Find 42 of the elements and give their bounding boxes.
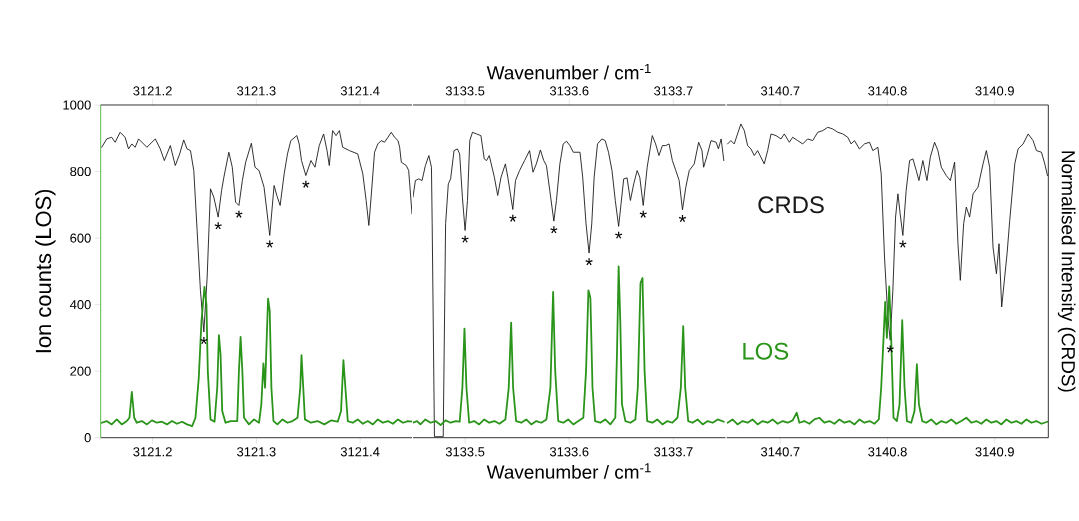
annotation: * [678,215,687,222]
y-tick-label: 0 [84,433,91,443]
x2-tick-label: 3133.7 [654,86,693,96]
x2-tick-label: 3133.5 [445,86,485,96]
x-tick-label: 3121.2 [133,447,172,457]
x-tick-label: 3121.3 [237,447,276,457]
annotation: * [899,240,907,248]
annotation: * [585,258,593,266]
text: LOS [743,342,789,360]
x2-tick-label: 3121.2 [133,86,172,96]
x-axis-title: Wavenumber / cm$^{-1}$ [486,463,651,479]
x-tick-label: 3133.5 [445,447,485,457]
annotation: * [509,214,517,222]
annotation: * [302,180,310,188]
annotation: * [235,210,243,218]
x2-tick-label: 3121.3 [237,86,276,96]
annotation: * [266,240,274,248]
y-tick-label: 800 [70,166,91,177]
x-tick-label: 3140.7 [761,447,800,457]
x2-tick-label: 3133.6 [549,86,589,96]
y-tick-label: 600 [70,233,91,243]
x-tick-label: 3121.4 [340,447,380,457]
x-tick-label: 3140.8 [868,447,907,457]
x-tick-label: 3140.9 [975,447,1014,457]
x2-tick-label: 3121.4 [340,86,380,96]
x2-tick-label: 3140.8 [868,86,907,96]
x2-axis-title: Wavenumber / cm$^{-1}$ [486,63,651,80]
annotation: * [615,231,623,239]
series-label: CRDS [758,196,824,214]
annotation: * [639,210,647,218]
annotation: * [214,222,222,230]
annotation: * [550,226,558,234]
y-tick-label: 200 [70,366,91,376]
y-tick-label: 1000 [63,100,91,110]
x-tick-label: 3133.6 [549,447,589,457]
x2-tick-label: 3140.7 [761,86,800,96]
annotation: * [461,235,469,243]
y-tick-label: 400 [69,300,91,310]
y2-axis-title: Normalised Intensity (CRDS) [1057,151,1076,392]
x2-tick-label: 3140.9 [975,86,1014,96]
y-axis-title: Ion counts (LOS) [35,189,56,353]
x-tick-label: 3133.7 [654,447,693,457]
